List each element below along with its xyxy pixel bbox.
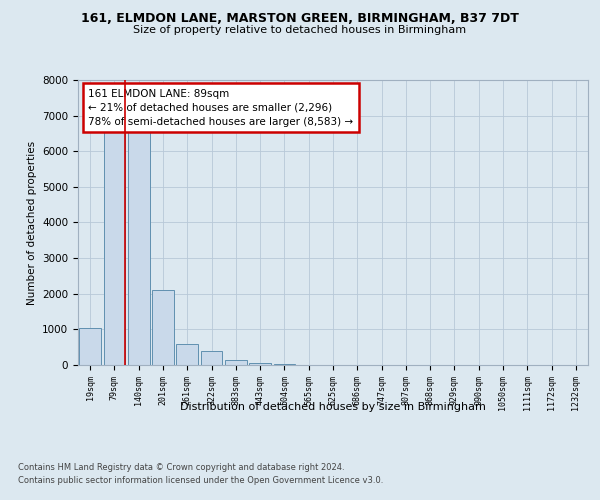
Text: 161, ELMDON LANE, MARSTON GREEN, BIRMINGHAM, B37 7DT: 161, ELMDON LANE, MARSTON GREEN, BIRMING… [81, 12, 519, 26]
Bar [274, 364, 295, 365]
Bar [249, 362, 271, 365]
Bar [152, 290, 174, 365]
Bar [79, 328, 101, 365]
Bar [225, 360, 247, 365]
Text: Contains HM Land Registry data © Crown copyright and database right 2024.: Contains HM Land Registry data © Crown c… [18, 462, 344, 471]
Bar [128, 130, 149, 365]
Text: Distribution of detached houses by size in Birmingham: Distribution of detached houses by size … [180, 402, 486, 412]
Y-axis label: Number of detached properties: Number of detached properties [26, 140, 37, 304]
Bar [104, 130, 125, 365]
Bar [176, 344, 198, 365]
Text: Size of property relative to detached houses in Birmingham: Size of property relative to detached ho… [133, 25, 467, 35]
Text: 161 ELMDON LANE: 89sqm
← 21% of detached houses are smaller (2,296)
78% of semi-: 161 ELMDON LANE: 89sqm ← 21% of detached… [88, 88, 353, 126]
Bar [200, 352, 223, 365]
Text: Contains public sector information licensed under the Open Government Licence v3: Contains public sector information licen… [18, 476, 383, 485]
